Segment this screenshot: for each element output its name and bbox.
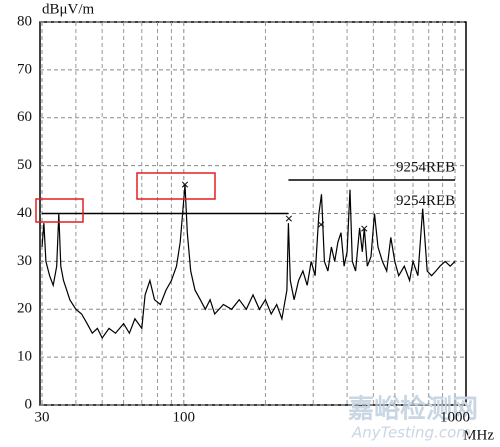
peak-marker: × — [317, 217, 326, 233]
y-tick-label: 70 — [17, 61, 32, 77]
measurement-trace — [41, 184, 456, 340]
y-tick-label: 40 — [17, 205, 32, 221]
watermark: 嘉峪检测网 — [348, 394, 478, 425]
highlight-box — [136, 172, 216, 200]
y-tick-label: 10 — [17, 349, 32, 365]
y-axis-label: dBμV/m — [42, 1, 95, 17]
x-tick-label: 30 — [35, 409, 50, 425]
x-axis-label: MHz — [463, 427, 494, 443]
legend-label: 9254REB — [396, 193, 455, 209]
y-tick-label: 50 — [17, 157, 32, 173]
x-tick-label: 1000 — [440, 409, 470, 425]
x-tick-label: 100 — [173, 409, 196, 425]
peak-marker: × — [360, 222, 369, 238]
y-tick-label: 80 — [17, 13, 32, 29]
watermark: AnyTesting.com — [351, 424, 471, 442]
peak-marker: × — [181, 178, 190, 194]
y-tick-label: 60 — [17, 109, 32, 125]
legend-label: 9254REB — [396, 159, 455, 175]
y-tick-label: 0 — [25, 396, 33, 412]
highlight-box — [35, 198, 84, 223]
peak-marker: × — [285, 212, 294, 228]
y-tick-label: 20 — [17, 301, 32, 317]
y-tick-label: 30 — [17, 253, 32, 269]
